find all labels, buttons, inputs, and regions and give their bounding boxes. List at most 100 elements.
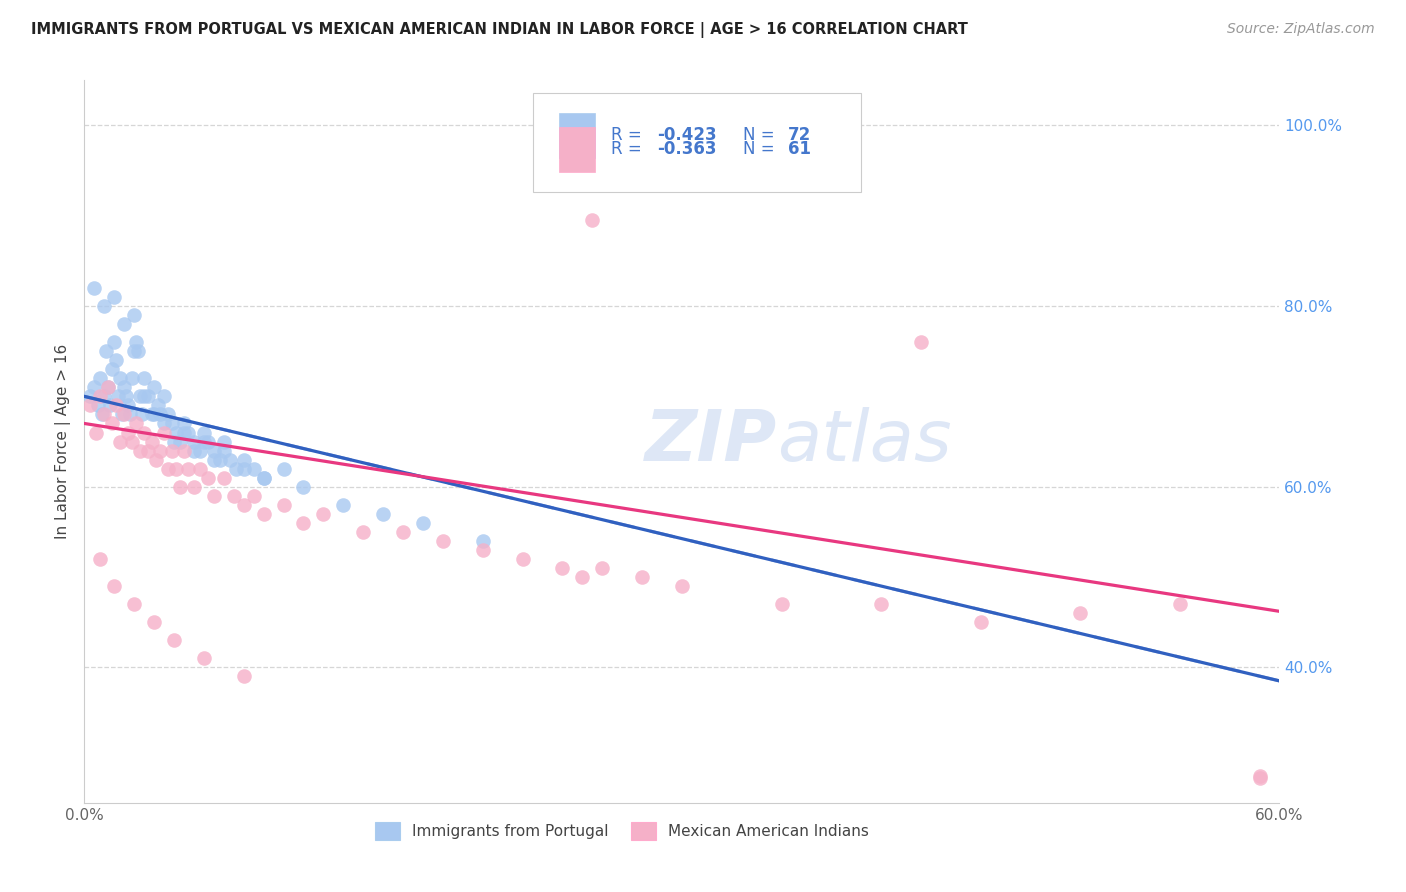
Point	[89, 371, 111, 385]
Point	[87, 398, 110, 412]
Text: IMMIGRANTS FROM PORTUGAL VS MEXICAN AMERICAN INDIAN IN LABOR FORCE | AGE > 16 CO: IMMIGRANTS FROM PORTUGAL VS MEXICAN AMER…	[31, 22, 967, 38]
Point	[432, 533, 454, 548]
Point	[117, 398, 139, 412]
Point	[1249, 771, 1271, 785]
Point	[581, 213, 603, 227]
Point	[136, 389, 159, 403]
Point	[177, 425, 200, 440]
Point	[103, 579, 125, 593]
Point	[112, 408, 135, 422]
Point	[97, 380, 120, 394]
Point	[188, 461, 211, 475]
Point	[292, 516, 315, 530]
Point	[169, 434, 191, 449]
Text: R =: R =	[612, 141, 647, 159]
Point	[122, 597, 145, 611]
Point	[125, 335, 148, 350]
Point	[1168, 597, 1191, 611]
Point	[232, 452, 254, 467]
Point	[163, 434, 186, 449]
Point	[631, 570, 654, 584]
Point	[105, 398, 128, 412]
Point	[143, 380, 166, 394]
Point	[165, 461, 187, 475]
Point	[110, 434, 132, 449]
Point	[146, 398, 169, 412]
Point	[121, 371, 143, 385]
Point	[103, 335, 125, 350]
Point	[332, 498, 354, 512]
Point	[107, 389, 129, 403]
Point	[770, 597, 793, 611]
Text: -0.423: -0.423	[657, 127, 717, 145]
Point	[122, 344, 145, 359]
Point	[208, 452, 231, 467]
Point	[93, 408, 115, 422]
Point	[132, 371, 156, 385]
Point	[591, 561, 613, 575]
Text: N =: N =	[742, 127, 780, 145]
Point	[193, 434, 215, 449]
Point	[232, 461, 254, 475]
Text: Source: ZipAtlas.com: Source: ZipAtlas.com	[1227, 22, 1375, 37]
Point	[193, 651, 215, 665]
Point	[218, 452, 240, 467]
Point	[970, 615, 993, 630]
Point	[177, 461, 200, 475]
Point	[273, 461, 295, 475]
Point	[242, 489, 264, 503]
Point	[392, 524, 415, 539]
Point	[212, 443, 235, 458]
Point	[273, 498, 295, 512]
Point	[103, 290, 125, 304]
Point	[312, 507, 335, 521]
Point	[253, 507, 276, 521]
Point	[242, 461, 264, 475]
Point	[412, 516, 434, 530]
Point	[97, 380, 120, 394]
Point	[173, 417, 195, 431]
Text: R =: R =	[612, 127, 647, 145]
Point	[169, 480, 191, 494]
Point	[131, 408, 153, 422]
Point	[197, 434, 219, 449]
Point	[125, 417, 148, 431]
Legend: Immigrants from Portugal, Mexican American Indians: Immigrants from Portugal, Mexican Americ…	[368, 814, 876, 847]
Point	[129, 443, 152, 458]
Point	[145, 452, 167, 467]
Point	[373, 507, 395, 521]
Point	[253, 471, 276, 485]
Point	[253, 471, 276, 485]
Point	[173, 443, 195, 458]
Point	[471, 533, 494, 548]
Y-axis label: In Labor Force | Age > 16: In Labor Force | Age > 16	[55, 344, 72, 539]
Point	[98, 398, 121, 412]
Point	[193, 425, 215, 440]
Point	[143, 615, 166, 630]
Point	[127, 344, 149, 359]
Point	[160, 443, 183, 458]
Text: ZIP: ZIP	[645, 407, 778, 476]
Text: N =: N =	[742, 141, 780, 159]
Point	[292, 480, 315, 494]
Point	[122, 308, 145, 322]
Point	[149, 408, 172, 422]
Point	[157, 461, 180, 475]
Point	[212, 471, 235, 485]
Point	[101, 362, 124, 376]
Text: 61: 61	[789, 141, 811, 159]
Point	[83, 281, 105, 295]
Point	[225, 461, 247, 475]
Point	[89, 552, 111, 566]
Point	[112, 317, 135, 331]
Point	[136, 443, 159, 458]
Point	[153, 417, 176, 431]
Point	[110, 371, 132, 385]
Point	[120, 408, 142, 422]
Point	[132, 389, 156, 403]
Point	[471, 542, 494, 557]
Point	[160, 417, 183, 431]
Point	[1069, 606, 1091, 620]
Text: atlas: atlas	[778, 407, 952, 476]
Text: 72: 72	[789, 127, 811, 145]
